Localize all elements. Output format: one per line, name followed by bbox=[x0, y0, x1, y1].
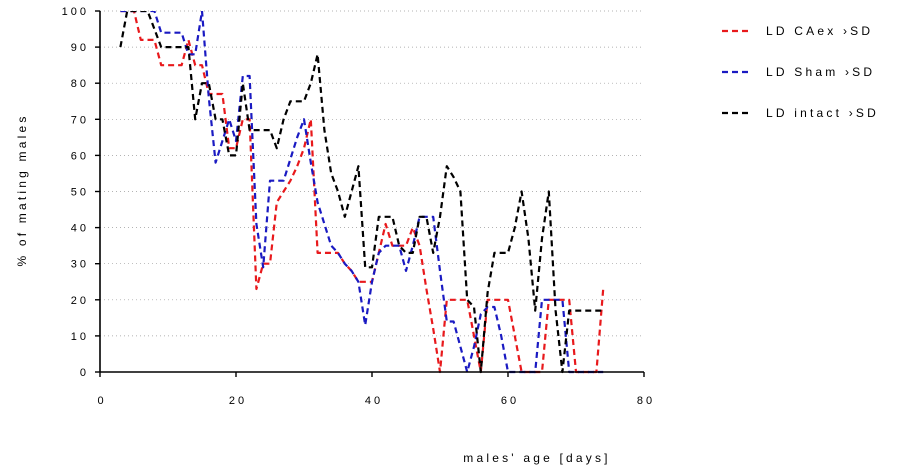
x-ticks: 0 20 40 60 80 bbox=[97, 372, 655, 407]
x-tick-label-2: 40 bbox=[365, 395, 383, 407]
legend-label-1: LD Sham ›SD bbox=[766, 65, 875, 79]
legend-label-2: LD intact ›SD bbox=[766, 106, 879, 120]
series-line-2 bbox=[119, 11, 604, 374]
y-tick-label-8: 80 bbox=[71, 78, 89, 90]
y-tick-label-9: 90 bbox=[71, 42, 89, 54]
x-axis-title: males' age [days] bbox=[463, 451, 610, 465]
y-tick-label-7: 70 bbox=[71, 114, 89, 126]
y-tick-label-5: 50 bbox=[71, 187, 89, 199]
y-tick-label-10: 100 bbox=[62, 6, 89, 18]
x-tick-label-4: 80 bbox=[637, 395, 655, 407]
y-tick-label-4: 40 bbox=[71, 223, 89, 235]
y-ticks: 0 10 20 30 40 50 60 70 80 90 100 bbox=[62, 6, 100, 379]
x-tick-label-0: 0 bbox=[97, 395, 106, 407]
y-tick-label-3: 30 bbox=[71, 259, 89, 271]
y-axis-title: % of mating males bbox=[15, 113, 29, 266]
y-tick-label-0: 0 bbox=[80, 367, 89, 379]
x-tick-label-1: 20 bbox=[229, 395, 247, 407]
y-tick-label-1: 10 bbox=[71, 331, 89, 343]
y-tick-label-2: 20 bbox=[71, 295, 89, 307]
y-tick-label-6: 60 bbox=[71, 150, 89, 162]
legend-label-0: LD CAex ›SD bbox=[766, 24, 873, 38]
x-tick-label-3: 60 bbox=[501, 395, 519, 407]
grid-lines bbox=[100, 10, 644, 337]
legend: LD CAex ›SD LD Sham ›SD LD intact ›SD bbox=[722, 24, 879, 120]
series-line-0 bbox=[120, 11, 605, 374]
